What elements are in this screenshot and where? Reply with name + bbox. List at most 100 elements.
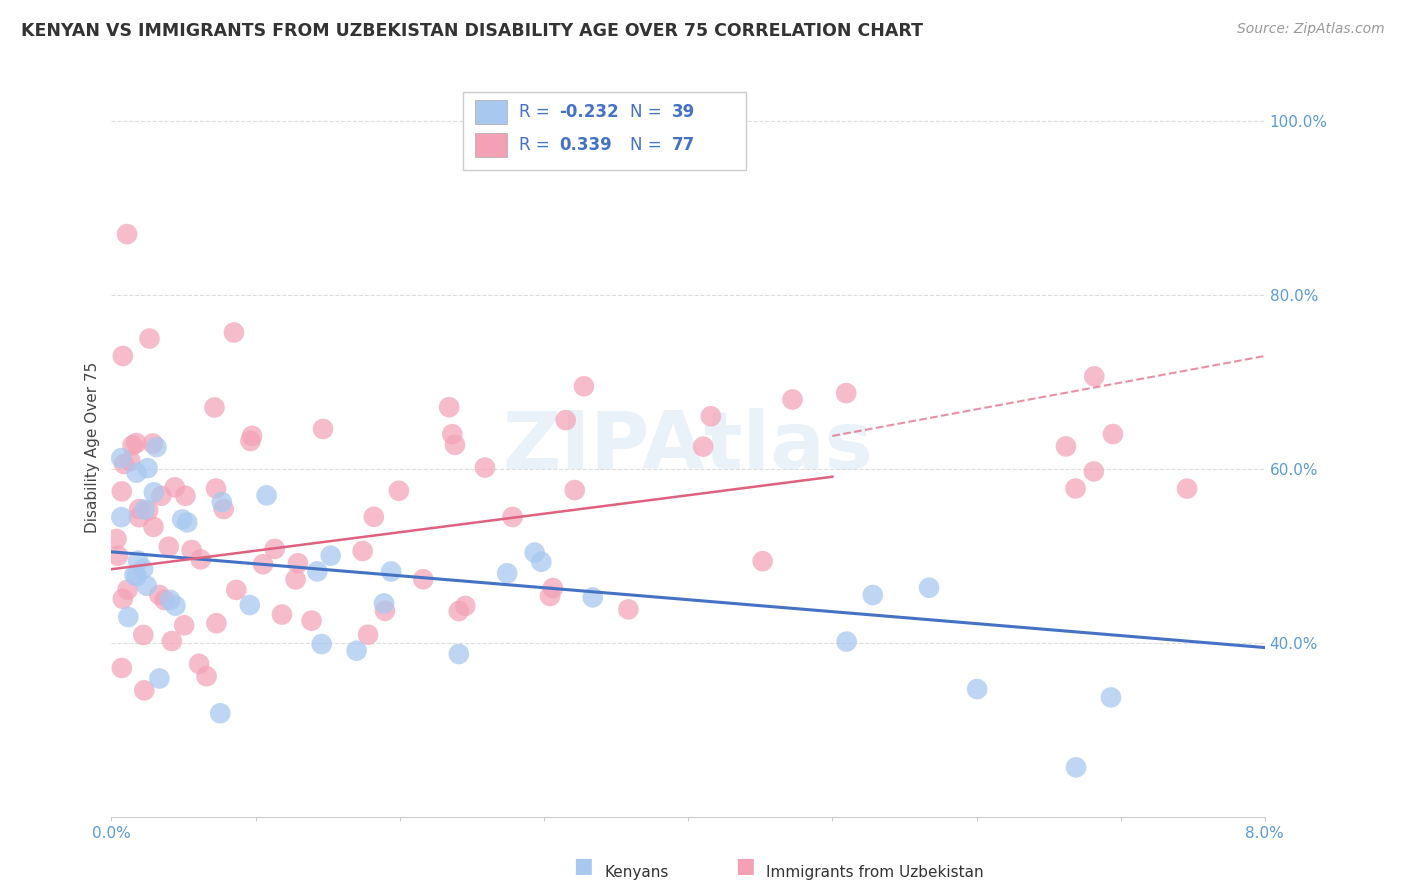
Point: [1083, 369, 1105, 384]
Point: [125, 436, 148, 450]
Point: [357, 628, 380, 642]
Point: [150, 489, 173, 503]
Point: [496, 566, 519, 581]
Point: [188, 657, 211, 671]
Point: [239, 434, 262, 448]
Point: [240, 429, 263, 443]
Point: [134, 502, 156, 516]
Point: [835, 386, 858, 401]
Point: [271, 607, 294, 622]
Point: [148, 672, 170, 686]
Text: 0.339: 0.339: [560, 136, 612, 153]
Point: [121, 438, 143, 452]
Point: [311, 637, 333, 651]
Point: [209, 706, 232, 721]
Point: [437, 400, 460, 414]
Point: [211, 495, 233, 509]
Text: ■: ■: [735, 856, 755, 876]
Point: [174, 489, 197, 503]
Point: [145, 440, 167, 454]
Point: [966, 681, 988, 696]
Point: [700, 409, 723, 424]
Point: [157, 540, 180, 554]
Point: [441, 427, 464, 442]
Point: [111, 349, 134, 363]
Point: [572, 379, 595, 393]
Point: [412, 572, 434, 586]
Point: [918, 581, 941, 595]
Point: [474, 460, 496, 475]
Point: [160, 634, 183, 648]
Text: 77: 77: [672, 136, 695, 153]
Point: [751, 554, 773, 568]
Point: [373, 596, 395, 610]
Point: [110, 510, 132, 524]
Text: Immigrants from Uzbekistan: Immigrants from Uzbekistan: [766, 865, 984, 880]
Point: [530, 555, 553, 569]
Point: [205, 482, 228, 496]
Point: [125, 466, 148, 480]
Text: 39: 39: [672, 103, 695, 121]
Point: [1175, 482, 1198, 496]
Point: [263, 541, 285, 556]
Point: [115, 227, 138, 241]
Point: [523, 546, 546, 560]
Point: [180, 543, 202, 558]
Text: R =: R =: [519, 136, 560, 153]
Point: [862, 588, 884, 602]
Point: [256, 488, 278, 502]
Point: [554, 413, 576, 427]
Point: [120, 454, 142, 468]
Point: [110, 451, 132, 466]
Point: [148, 588, 170, 602]
Point: [307, 565, 329, 579]
Point: [239, 598, 262, 612]
Point: [176, 516, 198, 530]
Point: [447, 647, 470, 661]
Point: [112, 457, 135, 471]
Point: [1083, 465, 1105, 479]
Point: [135, 579, 157, 593]
Point: [142, 436, 165, 450]
Point: [190, 552, 212, 566]
Point: [447, 604, 470, 618]
Text: -0.232: -0.232: [560, 103, 619, 121]
Point: [444, 438, 467, 452]
Point: [111, 661, 134, 675]
Point: [134, 683, 156, 698]
Point: [132, 562, 155, 576]
Text: KENYAN VS IMMIGRANTS FROM UZBEKISTAN DISABILITY AGE OVER 75 CORRELATION CHART: KENYAN VS IMMIGRANTS FROM UZBEKISTAN DIS…: [21, 22, 924, 40]
Point: [388, 483, 411, 498]
Point: [117, 610, 139, 624]
Text: Source: ZipAtlas.com: Source: ZipAtlas.com: [1237, 22, 1385, 37]
Point: [225, 582, 247, 597]
Y-axis label: Disability Age Over 75: Disability Age Over 75: [86, 362, 100, 533]
Point: [692, 440, 714, 454]
Point: [374, 604, 396, 618]
Point: [1064, 760, 1087, 774]
Text: ■: ■: [574, 856, 593, 876]
Point: [136, 461, 159, 475]
Point: [582, 591, 605, 605]
Point: [252, 558, 274, 572]
Point: [1054, 439, 1077, 453]
Point: [312, 422, 335, 436]
Point: [172, 512, 194, 526]
Text: R =: R =: [519, 103, 554, 121]
Point: [301, 614, 323, 628]
Point: [138, 332, 160, 346]
Text: N =: N =: [630, 103, 668, 121]
Point: [153, 593, 176, 607]
Point: [564, 483, 586, 497]
Point: [132, 628, 155, 642]
Point: [541, 581, 564, 595]
Text: ZIPAtlas: ZIPAtlas: [503, 409, 873, 486]
Point: [117, 582, 139, 597]
Point: [205, 616, 228, 631]
Point: [142, 520, 165, 534]
Point: [128, 502, 150, 516]
FancyBboxPatch shape: [475, 101, 508, 124]
Point: [617, 602, 640, 616]
Point: [782, 392, 804, 407]
Point: [454, 599, 477, 613]
